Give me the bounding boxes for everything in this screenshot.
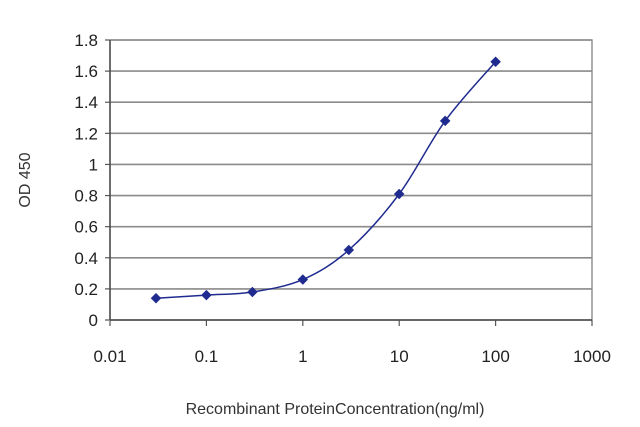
series-layer xyxy=(150,56,501,304)
data-point-0-6 xyxy=(439,115,451,127)
data-point-0-1 xyxy=(201,289,212,301)
y-tick-label-4: 0.8 xyxy=(74,187,98,206)
x-tick-label-4: 100 xyxy=(481,347,509,366)
data-point-0-7 xyxy=(490,56,501,68)
label-layer: 0 0.2 0.4 0.6 0.8 1 1.2 1.4 1.6 1.8 0.01 0.1 1 10 100 1… xyxy=(74,31,611,366)
data-point-0-2 xyxy=(247,286,258,298)
y-tick-label-6: 1.2 xyxy=(74,124,98,143)
x-tick-label-3: 10 xyxy=(390,347,409,366)
x-tick-label-5: 1000 xyxy=(573,347,611,366)
axis-layer xyxy=(105,39,593,326)
data-point-0-3 xyxy=(297,274,309,285)
y-tick-label-0: 0 xyxy=(89,311,98,330)
data-point-0-5 xyxy=(393,188,405,200)
y-tick-label-9: 1.8 xyxy=(74,31,98,50)
y-tick-label-3: 0.6 xyxy=(74,218,98,237)
plot-border xyxy=(109,39,593,321)
y-tick-label-5: 1 xyxy=(89,155,98,174)
x-axis-title: Recombinant ProteinConcentration(ng/ml) xyxy=(186,401,485,418)
y-tick-label-2: 0.4 xyxy=(74,249,98,268)
x-tick-label-1: 0.1 xyxy=(195,347,219,366)
data-point-0-4 xyxy=(343,244,355,256)
x-tick-label-2: 1 xyxy=(298,347,307,366)
y-tick-label-8: 1.6 xyxy=(74,62,98,81)
y-tick-label-1: 0.2 xyxy=(74,280,98,299)
series-line-0 xyxy=(155,61,497,299)
y-axis-title: OD 450 xyxy=(17,152,34,207)
data-point-0-0 xyxy=(150,292,162,304)
y-tick-label-7: 1.4 xyxy=(74,93,98,112)
x-tick-label-0: 0.01 xyxy=(93,347,126,366)
